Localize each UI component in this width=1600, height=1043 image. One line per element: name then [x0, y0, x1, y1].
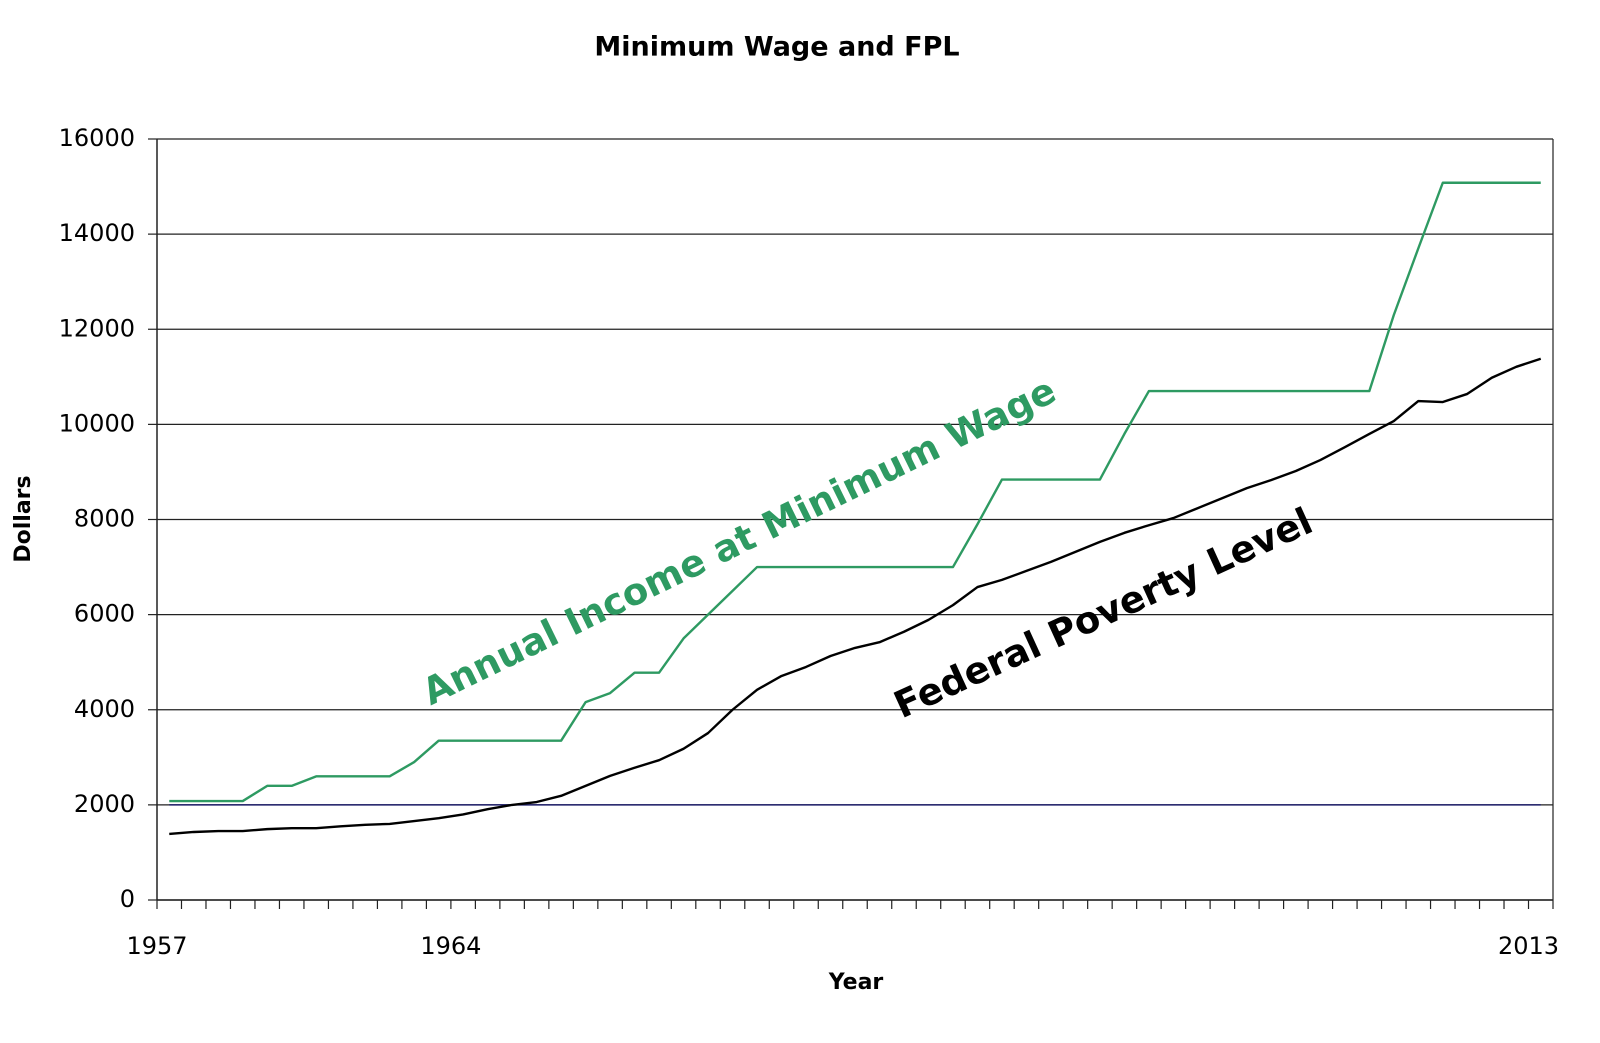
x-tick-label: 1964	[420, 932, 481, 960]
y-tick-label: 16000	[59, 124, 135, 152]
x-tick-label: 1957	[126, 932, 187, 960]
series-label: Federal Poverty Level	[887, 499, 1318, 727]
chart-title: Minimum Wage and FPL	[594, 32, 959, 63]
y-tick-label: 0	[120, 885, 135, 913]
x-tick-label: 2013	[1498, 932, 1559, 960]
y-tick-label: 8000	[74, 505, 135, 533]
y-tick-label: 2000	[74, 790, 135, 818]
y-tick-label: 4000	[74, 695, 135, 723]
series-line	[169, 357, 1542, 836]
plot-area: 0 2000 4000 6000 8000 10000 12000 14000 16000 195…	[59, 124, 1559, 960]
y-axis-title: Dollars	[11, 475, 36, 562]
y-tick-label: 14000	[59, 219, 135, 247]
y-tick-label: 6000	[74, 600, 135, 628]
y-tick-label: 12000	[59, 314, 135, 342]
y-tick-label: 10000	[59, 409, 135, 437]
x-axis-title: Year	[828, 970, 884, 995]
series-line	[169, 181, 1541, 803]
